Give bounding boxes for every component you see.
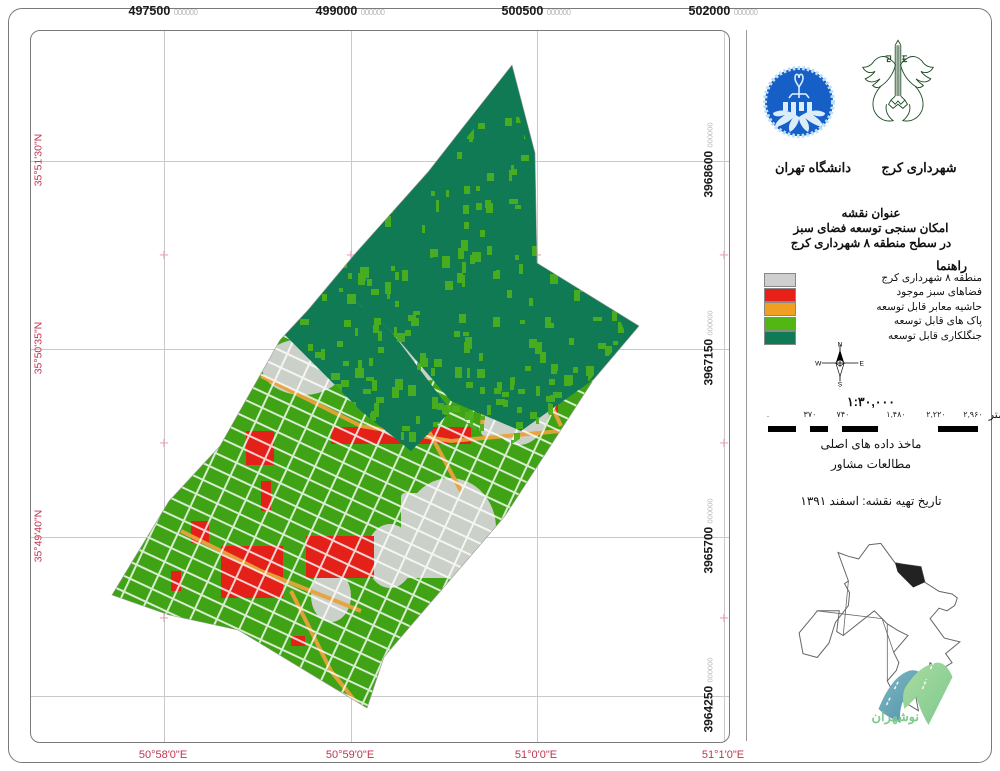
svg-text:S: S — [838, 381, 843, 388]
svg-text:W: W — [815, 361, 822, 368]
svg-text:E: E — [859, 361, 864, 368]
svg-text:N: N — [838, 341, 843, 348]
svg-text:نوشهران: نوشهران — [872, 709, 920, 725]
